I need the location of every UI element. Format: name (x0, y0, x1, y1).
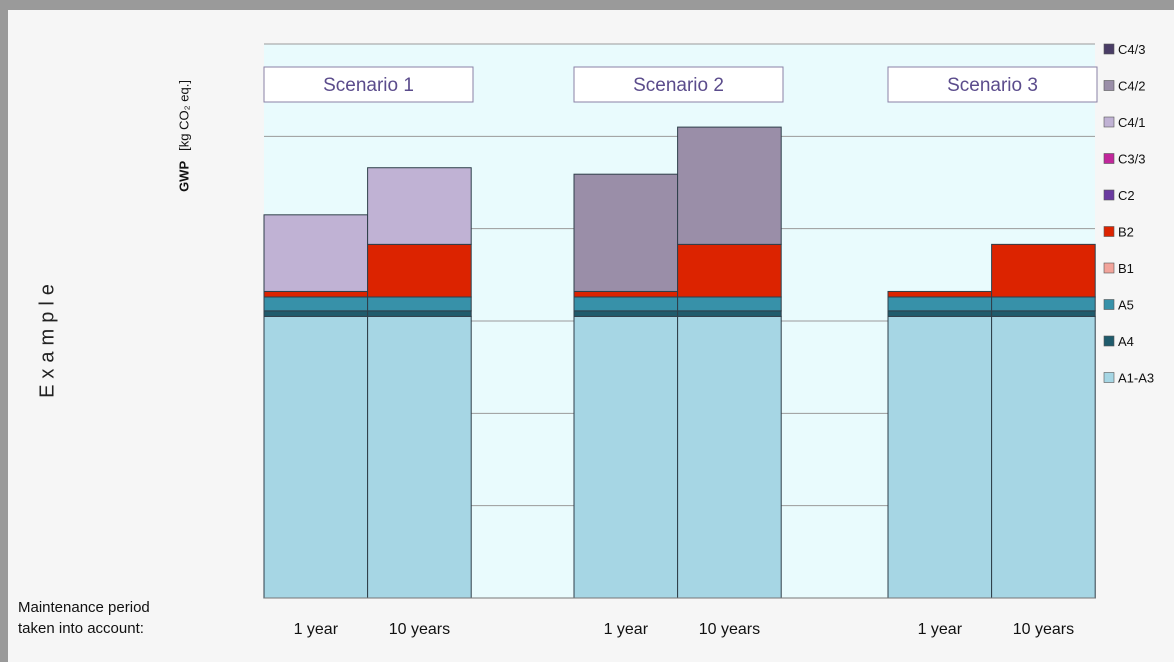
legend-swatch (1103, 189, 1115, 201)
scenario-box (573, 66, 784, 103)
bar-segment-a5 (991, 296, 1096, 312)
maintenance-label-line-2: taken into account: (18, 620, 144, 637)
scenario-label: Scenario 1 (323, 75, 414, 96)
chart-panel: 1 year 10 years 1 year 10 years 1 year 10 yea… (8, 10, 1174, 662)
legend-swatch (1103, 116, 1115, 128)
legend-swatch (1103, 299, 1115, 310)
bar-segment-a5 (263, 296, 369, 312)
y-axis-label: GWP [kg CO₂ eq.] (177, 80, 192, 192)
bar-segment-a1-a3 (263, 315, 369, 599)
bar-segment-a5 (367, 296, 472, 312)
bar-segment-a5 (887, 296, 993, 312)
bar-segment-b2 (887, 290, 993, 298)
maintenance-period-label: Maintenance period taken into account: (18, 597, 150, 639)
legend-swatch (1103, 226, 1115, 237)
bar-segment-c4-1 (367, 167, 472, 245)
bar-segment-a1-a3 (367, 315, 472, 599)
bar-segment-c4-1 (263, 214, 369, 292)
legend-swatch (1103, 43, 1115, 55)
x-tick-label: 10 years (1013, 621, 1074, 638)
legend-label: C2 (1118, 188, 1135, 203)
legend-swatch (1103, 372, 1115, 383)
legend-label: C4/3 (1118, 42, 1145, 57)
bar-segment-a1-a3 (677, 315, 782, 599)
bar-segment-a4 (887, 310, 993, 317)
legend-swatch (1103, 335, 1115, 347)
bar-segment-a4 (367, 310, 472, 317)
stacked-bar-chart: 1 year 10 years 1 year 10 years 1 year 10 yea… (263, 42, 1154, 638)
legend-label: A1-A3 (1118, 371, 1154, 386)
side-label: Example (36, 278, 59, 398)
legend-swatch (1103, 262, 1115, 274)
scenario-label: Scenario 2 (633, 75, 724, 96)
bar-segment-a5 (573, 296, 679, 312)
legend-label: B2 (1118, 225, 1134, 240)
bar-segment-b2 (263, 290, 369, 298)
x-tick-label: 1 year (604, 621, 649, 638)
x-tick-label: 1 year (294, 621, 339, 638)
y-axis-label-unit: [kg CO₂ eq.] (176, 80, 192, 151)
x-tick-label: 10 years (699, 621, 760, 638)
scenario-label: Scenario 3 (947, 75, 1038, 96)
x-tick-label: 1 year (918, 621, 963, 638)
legend-label: C4/2 (1118, 79, 1145, 94)
bar-segment-b2 (677, 243, 782, 298)
y-axis-label-metric: GWP (176, 160, 192, 192)
bar-segment-b2 (991, 243, 1096, 298)
legend-label: A4 (1118, 334, 1134, 349)
bar-segment-a1-a3 (573, 315, 679, 599)
bar-segment-c4-2 (573, 173, 679, 292)
bar-segment-a1-a3 (991, 315, 1096, 599)
legend-label: C4/1 (1118, 115, 1145, 130)
bar-segment-c4-2 (677, 126, 782, 245)
scenario-box (887, 66, 1098, 103)
bar-segment-a1-a3 (887, 315, 993, 599)
bar-segment-a4 (573, 310, 679, 317)
bar-segment-a5 (677, 296, 782, 312)
legend-label: A5 (1118, 298, 1134, 313)
bar-segment-a4 (991, 310, 1096, 317)
legend-swatch (1103, 153, 1115, 164)
legend-swatch (1103, 80, 1115, 91)
scenario-box (263, 66, 474, 103)
bar-segment-b2 (367, 243, 472, 298)
legend-label: C3/3 (1118, 152, 1145, 167)
maintenance-label-line-1: Maintenance period (18, 599, 150, 616)
bar-segment-b2 (573, 290, 679, 298)
bar-segment-a4 (263, 310, 369, 317)
legend-label: B1 (1118, 261, 1134, 276)
bar-segment-a4 (677, 310, 782, 317)
x-tick-label: 10 years (389, 621, 450, 638)
